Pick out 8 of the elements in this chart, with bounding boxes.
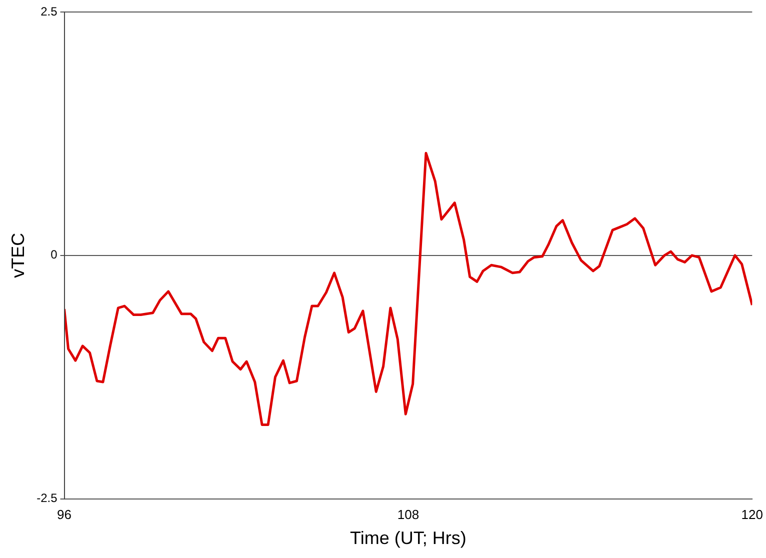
y-tick-label: -2.5: [36, 491, 58, 506]
y-axis-title: vTEC: [8, 232, 28, 278]
x-tick-label: 96: [57, 507, 72, 522]
x-tick-label: 120: [741, 507, 764, 522]
x-axis-title: Time (UT; Hrs): [350, 528, 466, 548]
x-tick-label: 108: [397, 507, 420, 522]
y-tick-label: 2.5: [40, 4, 58, 18]
y-tick-label: 0: [50, 248, 58, 262]
